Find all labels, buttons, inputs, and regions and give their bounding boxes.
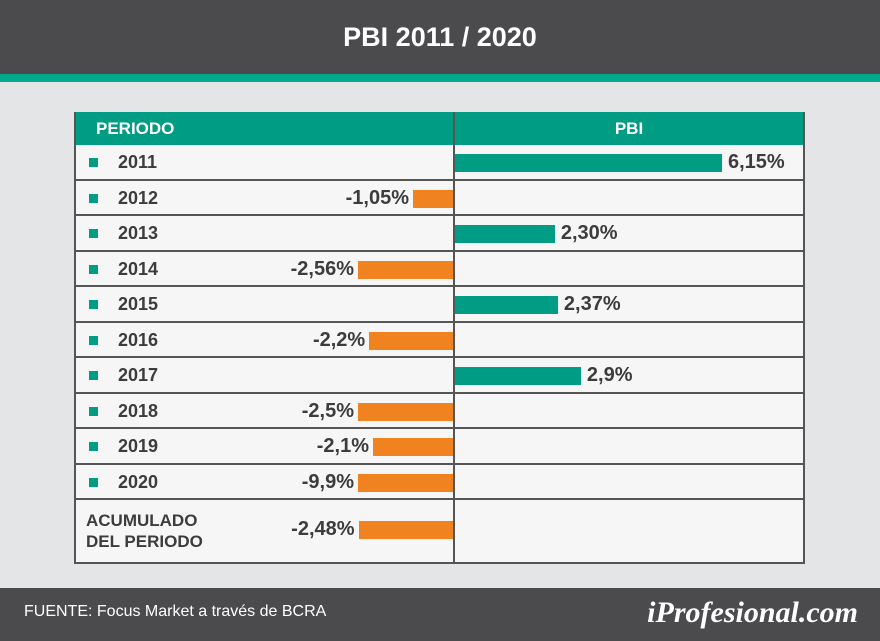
row-bullet-icon [89,477,98,487]
pbi-bar [369,331,453,350]
table-row [76,216,803,252]
pbi-value: -9,9% [301,470,354,493]
accumulated-line1: ACUMULADO [86,511,198,530]
footer-bar: FUENTE: Focus Market a través de BCRA iP… [0,588,880,641]
pbi-bar [358,402,453,421]
table-row [76,287,803,323]
row-bullet-icon [89,158,98,167]
pbi-table: PERIODO PBI ACUMULADO DEL PERIODO 2011 6,… [74,112,805,564]
pbi-value: -2,1% [316,435,369,457]
column-divider [453,112,455,562]
pbi-bar [358,260,453,279]
table-row [76,429,803,465]
row-bullet-icon [89,300,98,309]
table-row [76,394,803,429]
row-year: 2017 [118,365,159,385]
table-row [76,145,803,181]
page-title: PBI 2011 / 2020 [343,22,537,52]
accumulated-line2: DEL PERIODO [86,532,203,551]
table-header: PERIODO PBI [76,112,803,145]
pbi-value: -2,2% [312,328,366,351]
iprofesional-logo: iProfesional.com [647,596,858,629]
pbi-bar [413,189,453,208]
pbi-bar [455,154,722,172]
pbi-value: -2,5% [301,399,354,422]
row-bullet-icon [89,406,98,416]
pbi-bar [455,225,555,243]
pbi-bar [455,296,558,314]
row-year: 2019 [118,436,159,456]
row-year: 2011 [118,152,158,172]
accumulated-value: -2,48% [291,518,355,540]
table-row [76,252,803,287]
row-year: 2018 [118,400,159,421]
row-year: 2012 [118,187,159,208]
header-bar: PBI 2011 / 2020 [0,0,880,74]
table-row [76,323,803,358]
table-row [76,465,803,500]
pbi-bar [455,367,581,385]
accumulated-label: ACUMULADO DEL PERIODO [86,510,203,552]
header-periodo: PERIODO [96,119,175,138]
accent-stripe [0,74,880,82]
table-row [76,358,803,394]
row-bullet-icon [89,371,98,380]
table-row [76,181,803,216]
pbi-value: 6,15% [728,151,785,173]
row-bullet-icon [89,264,98,274]
row-year: 2013 [118,223,159,243]
pbi-bar [373,438,453,456]
pbi-value: 2,37% [563,293,621,315]
source-text: FUENTE: Focus Market a través de BCRA [24,603,327,620]
row-year: 2016 [118,329,159,350]
pbi-value: 2,9% [586,364,633,386]
row-bullet-icon [89,442,98,451]
row-year: 2014 [118,258,159,279]
row-bullet-icon [89,193,98,203]
row-bullet-icon [89,229,98,238]
pbi-value: -2,56% [290,257,354,280]
pbi-value: 2,30% [560,222,618,244]
row-bullet-icon [89,335,98,345]
pbi-value: -1,05% [345,186,409,209]
header-pbi: PBI [614,119,644,138]
row-year: 2015 [118,294,159,314]
accumulated-bar [358,521,453,539]
row-year: 2020 [118,471,159,492]
pbi-bar [358,473,453,492]
